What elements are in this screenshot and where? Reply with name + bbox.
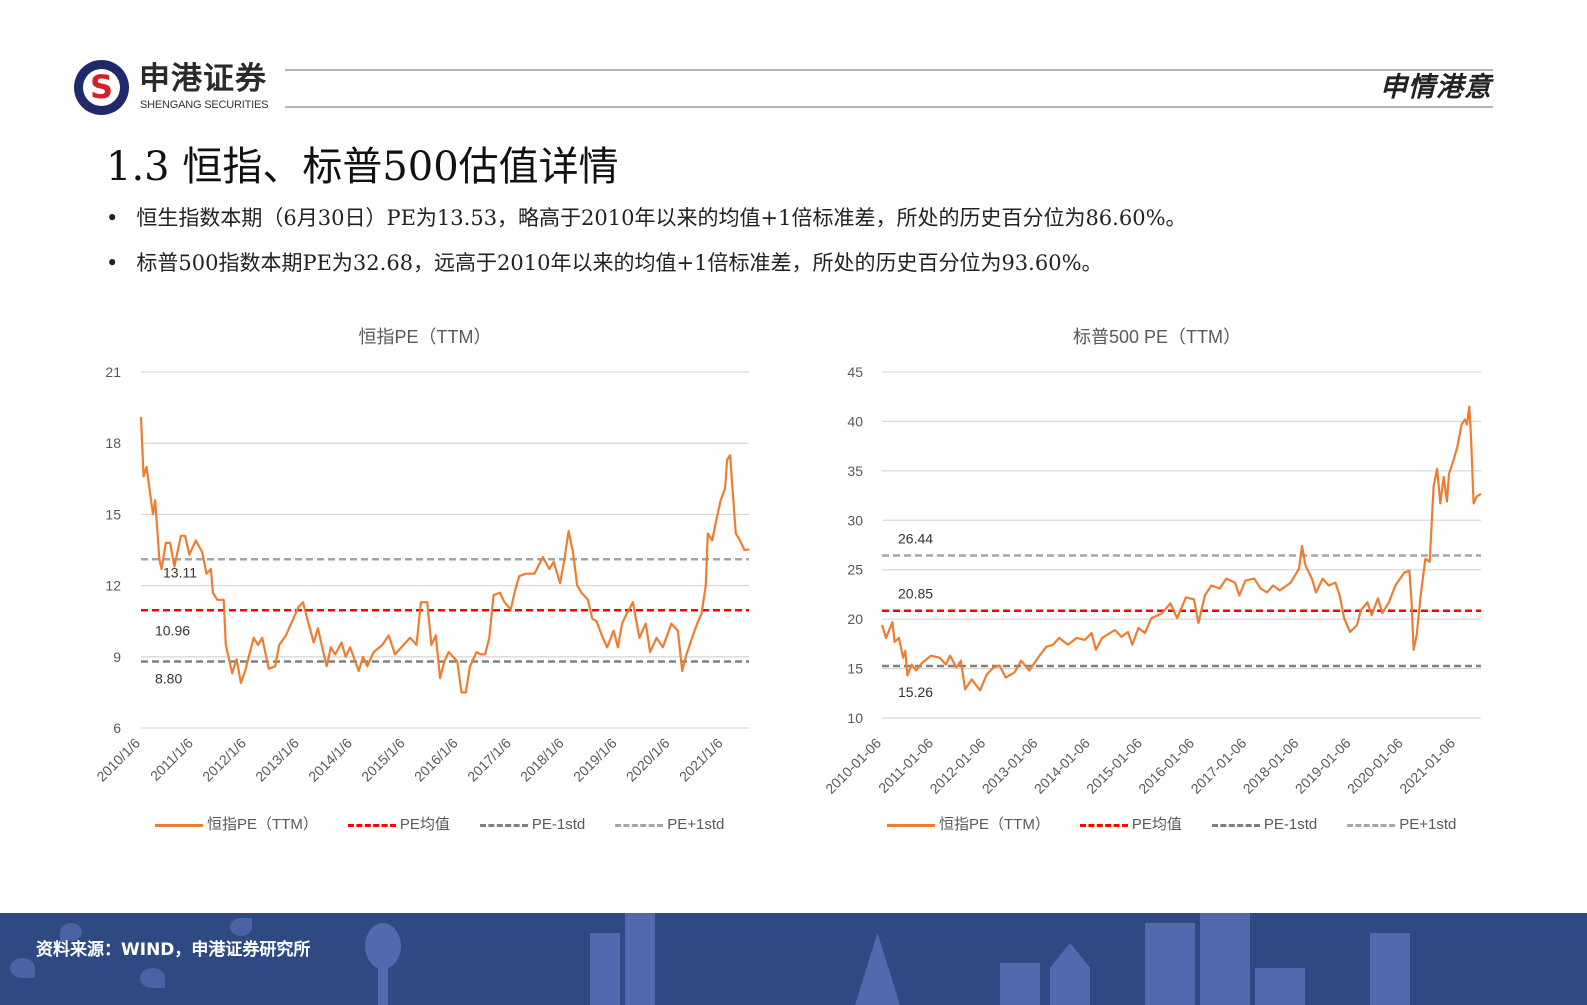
x-tick-label: 2018/1/6: [517, 735, 567, 785]
x-tick-label: 2019/1/6: [570, 735, 620, 785]
reference-label-plus-std: 26.44: [898, 530, 933, 546]
bullet-item: • 恒生指数本期（6月30日）PE为13.53，略高于2010年以来的均值+1倍标…: [106, 204, 1187, 232]
x-tick-label: 2011/1/6: [147, 735, 196, 784]
reference-label-plus-std: 13.11: [163, 564, 197, 580]
x-tick-label: 2012/1/6: [199, 735, 249, 785]
source-note: 资料来源：WIND，申港证券研究所: [36, 940, 311, 960]
chart-title-sp500: 标普500 PE（TTM）: [1072, 327, 1242, 347]
legend-label: PE+1std: [1399, 816, 1457, 833]
header-divider-bottom: [285, 106, 1493, 108]
y-tick-label: 18: [105, 435, 121, 451]
header-divider-top: [285, 69, 1493, 71]
skyline-building-icon: [1255, 968, 1305, 1005]
logo-s-icon: S: [83, 69, 120, 106]
y-tick-label: 21: [105, 364, 121, 380]
legend-label: PE-1std: [531, 816, 586, 833]
legend-label: PE-1std: [1263, 816, 1318, 833]
legend-item-plus-std: PE+1std: [1347, 815, 1456, 835]
legend-swatch: [155, 823, 203, 827]
x-tick-label: 2010/1/6: [93, 735, 143, 785]
legend-item-series: 恒指PE（TTM）: [155, 815, 318, 835]
skyline-building-icon: [590, 933, 620, 1005]
y-tick-label: 45: [847, 364, 863, 380]
bullet-text: 恒生指数本期（6月30日）PE为13.53，略高于2010年以来的均值+1倍标准…: [136, 206, 1187, 230]
series-line-pe: [880, 405, 1482, 692]
y-tick-label: 15: [105, 506, 121, 522]
skyline-building-icon: [1145, 923, 1195, 1005]
skyline-building-icon: [625, 913, 655, 1005]
bullet-item: • 标普500指数本期PE为32.68，远高于2010年以来的均值+1倍标准差，所…: [106, 249, 1103, 277]
x-tick-label: 2010-01-06: [822, 735, 884, 797]
brand-name-en: SHENGANG SECURITIES: [140, 99, 269, 111]
legend-label: 恒指PE（TTM）: [207, 816, 318, 833]
x-tick-label: 2012-01-06: [926, 735, 988, 797]
skyline-tower-icon: [378, 963, 388, 1005]
bullet-dot-icon: •: [106, 206, 119, 230]
reference-label-mean: 20.85: [898, 586, 933, 602]
chart-title-hsi: 恒指PE（TTM）: [358, 327, 492, 347]
butterfly-icon: [230, 918, 252, 936]
y-tick-label: 25: [847, 562, 863, 578]
skyline-tower-icon: [365, 923, 401, 969]
y-tick-label: 12: [105, 578, 121, 594]
legend-swatch: [479, 823, 528, 827]
butterfly-icon: [60, 923, 82, 941]
x-tick-label: 2020/1/6: [623, 735, 673, 785]
legend-item-mean: PE均值: [347, 815, 450, 835]
y-tick-label: 20: [847, 611, 863, 627]
skyline-building-icon: [1050, 943, 1090, 1005]
x-tick-label: 2021-01-06: [1396, 735, 1458, 797]
x-tick-label: 2016-01-06: [1135, 735, 1197, 797]
x-tick-label: 2021/1/6: [676, 735, 726, 785]
y-tick-label: 10: [847, 710, 863, 726]
sp500-pe-chart: 10152025303540452010-01-062011-01-062012…: [822, 364, 1482, 797]
legend-swatch: [1079, 823, 1128, 827]
butterfly-icon: [140, 968, 165, 988]
footer-banner: [0, 913, 1587, 1005]
legend-sp500: 恒指PE（TTM） PE均值 PE-1std PE+1std: [887, 815, 1456, 835]
x-tick-label: 2016/1/6: [411, 735, 461, 785]
legend-item-plus-std: PE+1std: [615, 815, 724, 835]
slogan: 申情港意: [1380, 72, 1492, 103]
legend-swatch: [887, 823, 935, 827]
page-title: 1.3 恒指、标普500估值详情: [106, 144, 619, 190]
y-tick-label: 35: [847, 463, 863, 479]
skyline-building-icon: [855, 933, 900, 1005]
legend-item-minus-std: PE-1std: [479, 815, 586, 835]
legend-label: PE均值: [1131, 816, 1182, 833]
skyline-building-icon: [1200, 913, 1250, 1005]
y-tick-label: 9: [113, 649, 121, 665]
legend-label: PE+1std: [667, 816, 725, 833]
legend-item-series: 恒指PE（TTM）: [887, 815, 1050, 835]
y-tick-label: 40: [847, 413, 863, 429]
x-tick-label: 2013/1/6: [252, 735, 302, 785]
legend-swatch: [1347, 823, 1396, 827]
legend-item-mean: PE均值: [1079, 815, 1182, 835]
bullet-text: 标普500指数本期PE为32.68，远高于2010年以来的均值+1倍标准差，所处…: [136, 251, 1103, 275]
x-tick-label: 2017/1/6: [464, 735, 514, 785]
skyline-building-icon: [1000, 963, 1040, 1005]
series-line-pe: [139, 417, 750, 694]
brand-name-cn: 申港证券: [139, 62, 267, 96]
y-tick-label: 15: [847, 661, 863, 677]
legend-label: 恒指PE（TTM）: [939, 816, 1050, 833]
y-tick-label: 6: [113, 720, 121, 736]
legend-swatch: [1211, 823, 1260, 827]
legend-swatch: [347, 823, 396, 827]
legend-item-minus-std: PE-1std: [1211, 815, 1318, 835]
reference-label-minus-std: 8.80: [155, 671, 182, 687]
legend-swatch: [615, 823, 664, 827]
legend-hsi: 恒指PE（TTM） PE均值 PE-1std PE+1std: [155, 815, 724, 835]
x-tick-label: 2014/1/6: [305, 735, 355, 785]
x-tick-label: 2020-01-06: [1344, 735, 1406, 797]
skyline-building-icon: [1370, 933, 1410, 1005]
legend-label: PE均值: [399, 816, 450, 833]
butterfly-icon: [10, 958, 35, 978]
bullet-dot-icon: •: [106, 251, 119, 275]
y-tick-label: 30: [847, 512, 863, 528]
hsi-pe-chart: 6 9 12 15 18 21 2010/1/6 2011/1/6 2012/1/6 2013/1…: [93, 364, 750, 785]
x-tick-label: 2015/1/6: [358, 735, 408, 785]
reference-label-minus-std: 15.26: [898, 684, 933, 700]
reference-label-mean: 10.96: [155, 622, 190, 638]
